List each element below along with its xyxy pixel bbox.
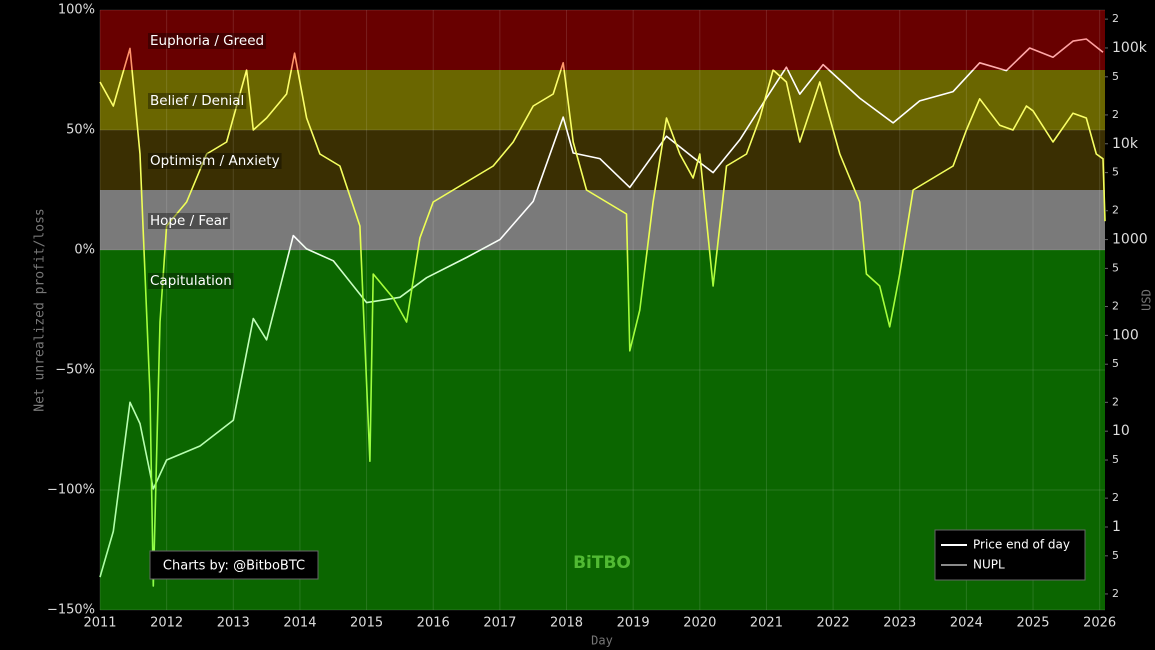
y2-tick-label: 2	[1112, 587, 1119, 600]
legend: Price end of day NUPL	[934, 529, 1086, 581]
y2-tick-label: 5	[1112, 261, 1119, 274]
zone-label-bg	[148, 33, 267, 49]
y2-tick-label: 2	[1112, 491, 1119, 504]
series-line	[99, 47, 1106, 587]
y2-tick-label: 2	[1112, 12, 1119, 25]
y2-tick-label: 5	[1112, 70, 1119, 83]
x-tick-label: 2016	[417, 616, 450, 631]
y2-tick-label: 5	[1112, 549, 1119, 562]
labels: Euphoria / Greed Belief / Denial Optimism …	[47, 3, 1148, 631]
y-tick-label: 100%	[58, 3, 95, 18]
zone-label: Belief / Denial	[150, 93, 244, 109]
y-axis-title: Net unrealized profit/loss	[33, 208, 48, 412]
y2-tick-label: 10k	[1112, 136, 1139, 152]
y2-tick-label: 10	[1112, 423, 1130, 439]
y2-tick-label: 2	[1112, 300, 1119, 313]
y2-tick-label: 2	[1112, 108, 1119, 121]
credit-box	[149, 550, 319, 580]
y2-tick-label: 1	[1112, 519, 1121, 535]
y-tick-label: −50%	[55, 363, 95, 378]
x-tick-label: 2018	[550, 616, 583, 631]
credit: Charts by: @BitboBTC	[163, 559, 305, 574]
y2-tick-label: 100k	[1112, 40, 1148, 56]
series-line	[99, 38, 1104, 578]
y2-axis-title: USD	[1140, 289, 1154, 311]
x-axis-title: Day	[591, 634, 613, 648]
x-tick-label: 2021	[750, 616, 783, 631]
x-tick-label: 2024	[950, 616, 983, 631]
x-tick-label: 2025	[1016, 616, 1049, 631]
legend-label: Price end of day	[973, 538, 1070, 552]
zone-label: Optimism / Anxiety	[150, 153, 280, 169]
grid	[99, 9, 1105, 611]
x-tick-label: 2013	[217, 616, 250, 631]
x-tick-label: 2011	[83, 616, 116, 631]
x-tick-label: 2022	[817, 616, 850, 631]
x-tick-label: 2014	[283, 616, 316, 631]
x-tick-label: 2012	[150, 616, 183, 631]
zone-label: Euphoria / Greed	[150, 33, 264, 49]
y-tick-label: −150%	[47, 603, 95, 618]
lines	[99, 38, 1106, 587]
x-tick-label: 2015	[350, 616, 383, 631]
y-tick-label: 50%	[66, 123, 95, 138]
x-tick-label: 2020	[683, 616, 716, 631]
x-tick-label: 2019	[617, 616, 650, 631]
y-tick-label: −100%	[47, 483, 95, 498]
y-tick-label: 0%	[74, 243, 95, 258]
y2-tick-label: 1000	[1112, 232, 1148, 248]
y2-tick-label: 100	[1112, 327, 1139, 343]
x-tick-label: 2017	[483, 616, 516, 631]
x-tick-label: 2026	[1083, 616, 1116, 631]
zone-label-bg	[148, 153, 282, 169]
y2-tick-label: 5	[1112, 357, 1119, 370]
zone-label: Capitulation	[150, 273, 232, 289]
zone-band	[100, 130, 1105, 190]
y2-tick-label: 5	[1112, 166, 1119, 179]
legend-box	[934, 529, 1086, 581]
zone-label-bg	[148, 213, 231, 229]
y2-tick-label: 2	[1112, 395, 1119, 408]
zone-label-bg	[148, 273, 234, 289]
zone-band	[100, 10, 1105, 70]
zone-label-bg	[148, 93, 247, 109]
x-tick-label: 2023	[883, 616, 916, 631]
y2-tick-label: 5	[1112, 453, 1119, 466]
watermark: BiTBO	[573, 553, 631, 573]
zone-band	[100, 70, 1105, 130]
y2-tick-label: 2	[1112, 204, 1119, 217]
zone-label: Hope / Fear	[150, 213, 228, 229]
legend-label: NUPL	[973, 558, 1005, 572]
